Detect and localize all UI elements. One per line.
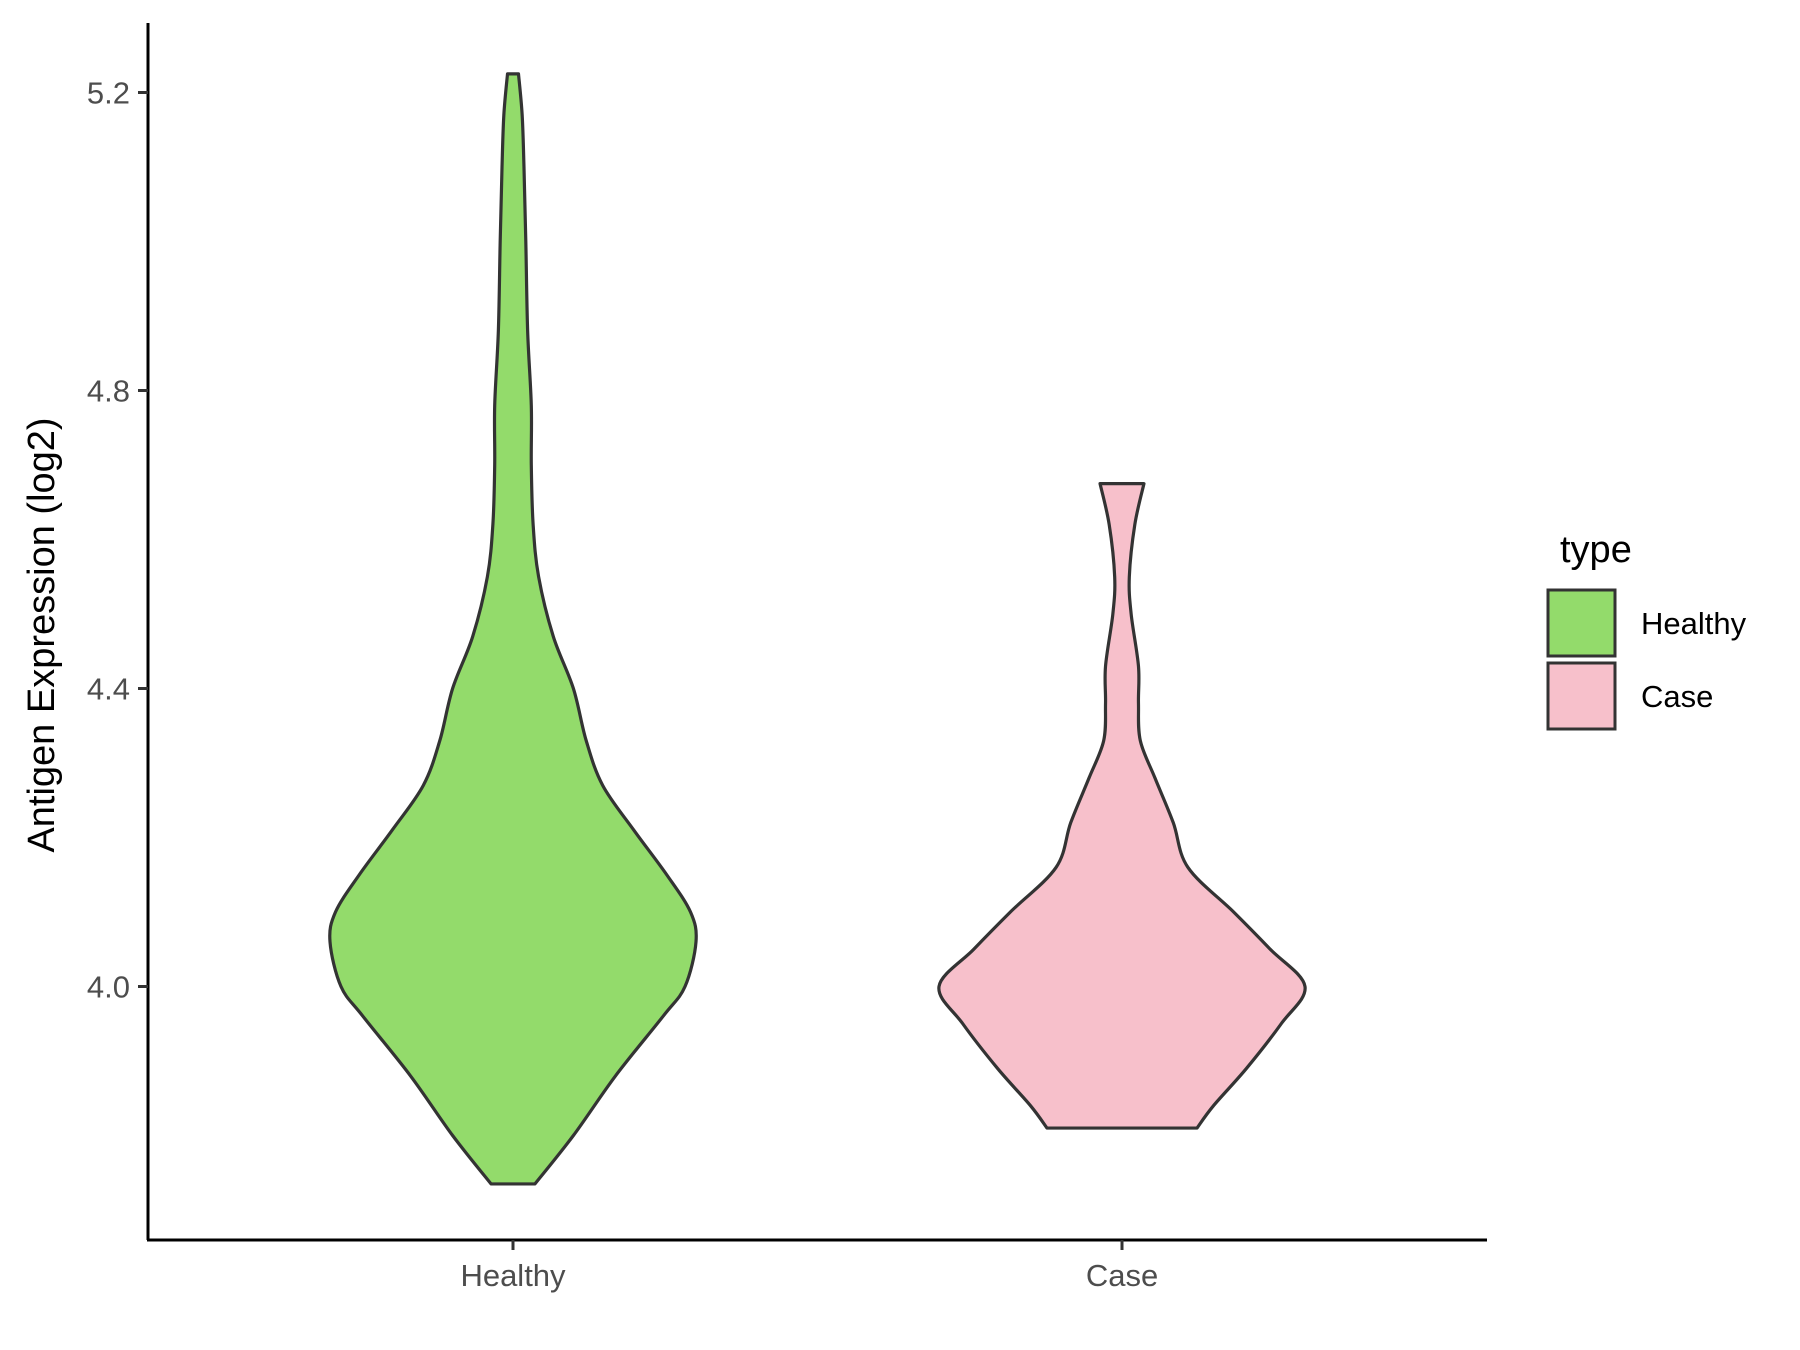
violin-healthy xyxy=(328,72,698,1186)
legend-swatch-case xyxy=(1546,661,1617,731)
violin-layer xyxy=(328,72,1307,1186)
y-tick-label: 5.2 xyxy=(87,76,130,111)
axes xyxy=(146,23,1487,1242)
x-axis-ticks: Healthy Case xyxy=(460,1240,1158,1293)
legend-swatch-healthy xyxy=(1546,588,1617,658)
legend-label-case: Case xyxy=(1641,679,1713,714)
legend: type Healthy Case xyxy=(1546,529,1747,731)
y-tick-label: 4.4 xyxy=(87,672,130,707)
y-axis-ticks: 4.0 4.4 4.8 5.2 xyxy=(87,76,148,1005)
y-axis-title: Antigen Expression (log2) xyxy=(21,417,63,852)
x-tick-label: Case xyxy=(1086,1258,1158,1293)
legend-label-healthy: Healthy xyxy=(1641,606,1747,641)
y-tick-label: 4.8 xyxy=(87,374,130,409)
legend-title: type xyxy=(1560,529,1632,571)
y-tick-label: 4.0 xyxy=(87,970,130,1005)
violin-case xyxy=(937,482,1307,1130)
x-tick-label: Healthy xyxy=(460,1258,566,1293)
